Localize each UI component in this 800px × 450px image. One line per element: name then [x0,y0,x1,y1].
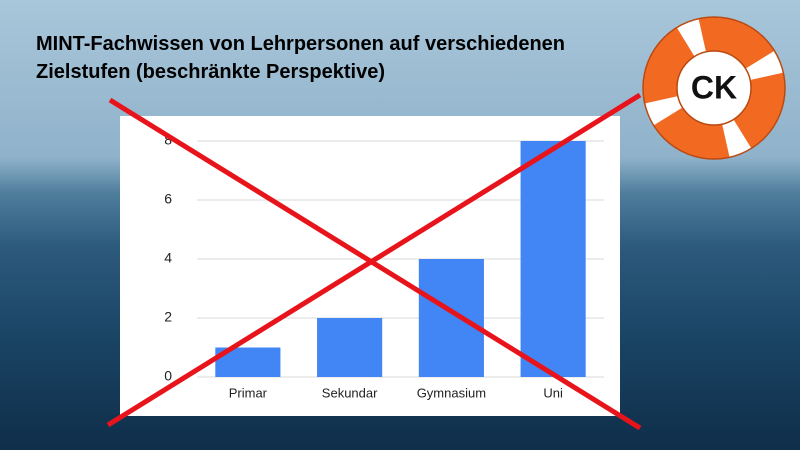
bar [520,141,586,377]
y-tick-label: 0 [164,368,172,384]
life-ring: CK [642,16,786,160]
bar [418,259,484,377]
cross [106,92,642,431]
x-tick-label: Gymnasium [417,385,486,400]
ring-center [676,50,752,126]
cross-line [106,92,642,428]
bar [317,318,383,377]
y-tick-label: 2 [164,309,172,325]
ring-edge [642,16,786,160]
cross-line [108,97,642,431]
ring [643,17,785,159]
y-tick-label: 8 [164,132,172,148]
y-tick-label: 4 [164,250,172,266]
y-tick-label: 6 [164,191,172,207]
x-tick-label: Uni [543,385,563,400]
badge-label: CK [691,69,737,105]
x-tick-label: Sekundar [322,385,378,400]
chart-title: MINT-Fachwissen von Lehrpersonen auf ver… [36,33,566,83]
x-tick-label: Primar [229,385,268,400]
